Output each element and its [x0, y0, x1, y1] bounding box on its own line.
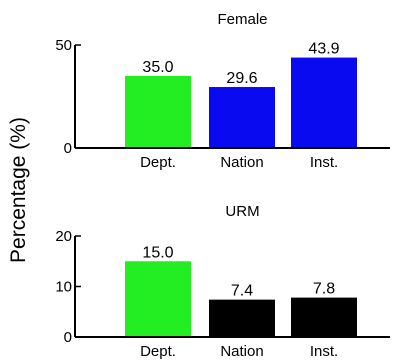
urm-category-label-inst: Inst.: [310, 343, 338, 360]
female-bar-inst: [291, 57, 357, 148]
urm-y-tick-label: 0: [64, 329, 72, 346]
urm-panel: URM 15.0 Dept. 7.4 Nation 7.8 Inst. 0 10 20: [55, 203, 390, 360]
female-category-label-inst: Inst.: [310, 154, 338, 171]
urm-y-tick-label: 20: [55, 228, 72, 245]
female-bar-nation: [209, 87, 275, 148]
female-y-tick-label: 50: [55, 37, 72, 54]
female-y-tick-label: 0: [64, 140, 72, 157]
urm-value-label-inst: 7.8: [313, 281, 335, 298]
y-axis-title: Percentage (%): [7, 117, 30, 263]
female-category-label-dept: Dept.: [140, 154, 176, 171]
female-value-label-dept: 35.0: [142, 59, 173, 76]
urm-category-label-dept: Dept.: [140, 343, 176, 360]
urm-bar-nation: [209, 299, 275, 337]
female-value-label-nation: 29.6: [226, 70, 257, 87]
female-bar-dept: [125, 75, 191, 148]
urm-value-label-dept: 15.0: [142, 244, 173, 261]
urm-bar-inst: [291, 297, 357, 337]
urm-category-label-nation: Nation: [220, 343, 263, 360]
urm-value-label-nation: 7.4: [231, 283, 253, 300]
urm-bar-dept: [125, 261, 191, 337]
urm-panel-title: URM: [225, 203, 259, 220]
female-value-label-inst: 43.9: [308, 41, 339, 58]
female-category-label-nation: Nation: [220, 154, 263, 171]
female-panel-title: Female: [217, 11, 267, 28]
female-panel: Female 35.0 Dept. 29.6 Nation 43.9 Inst. 0 50: [55, 11, 390, 171]
urm-y-tick-label: 10: [55, 279, 72, 296]
